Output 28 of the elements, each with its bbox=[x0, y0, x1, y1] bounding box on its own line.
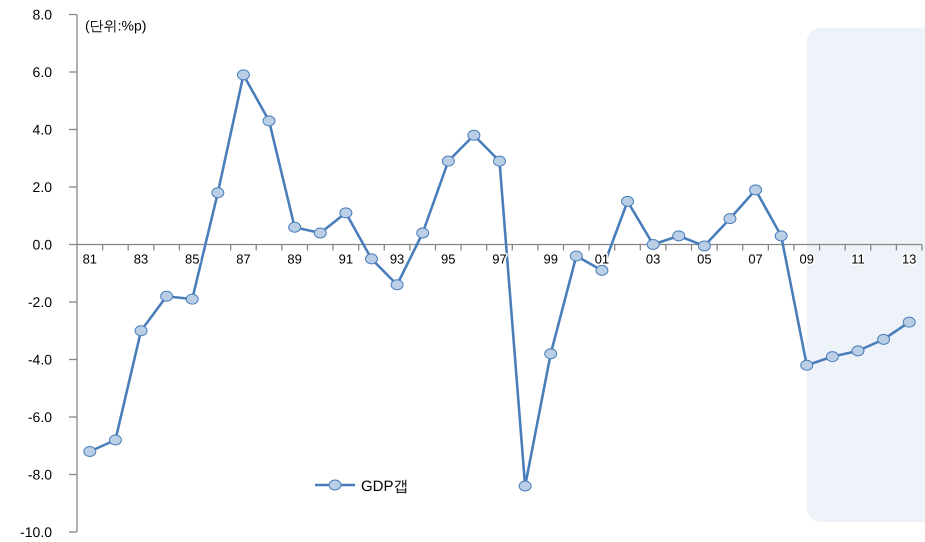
ytick-label: -2.0 bbox=[28, 294, 52, 310]
xtick-label: 95 bbox=[441, 252, 456, 266]
ytick-label: 2.0 bbox=[32, 179, 52, 195]
xtick-label: 13 bbox=[902, 252, 916, 266]
ytick-label: -8.0 bbox=[28, 466, 52, 482]
xtick-label: 93 bbox=[390, 252, 404, 266]
xtick-label: 87 bbox=[236, 252, 251, 266]
ytick-label: 6.0 bbox=[32, 64, 52, 80]
ytick-label: -10.0 bbox=[20, 524, 52, 540]
xtick-label: 83 bbox=[134, 252, 148, 266]
xtick-label: 11 bbox=[851, 252, 865, 266]
xtick-label: 03 bbox=[646, 252, 660, 266]
xtick-label: 07 bbox=[748, 252, 763, 266]
xtick-label: 85 bbox=[185, 252, 200, 266]
xtick-label: 81 bbox=[82, 252, 98, 266]
xtick-label: 91 bbox=[338, 252, 354, 266]
xtick-label: 97 bbox=[492, 252, 507, 266]
ytick-label: -6.0 bbox=[28, 409, 52, 425]
ytick-label: 4.0 bbox=[32, 122, 52, 138]
legend-label: GDP갭 bbox=[361, 478, 409, 495]
ytick-label: -4.0 bbox=[28, 352, 52, 368]
xtick-label: 99 bbox=[543, 252, 558, 266]
ylabel: (단위:%p) bbox=[85, 18, 146, 34]
ytick-label: 0.0 bbox=[32, 236, 52, 252]
ytick-label: 8.0 bbox=[32, 6, 52, 22]
xtick-label: 89 bbox=[287, 252, 302, 266]
xtick-label: 09 bbox=[800, 252, 814, 266]
xtick-label: 05 bbox=[697, 252, 712, 266]
